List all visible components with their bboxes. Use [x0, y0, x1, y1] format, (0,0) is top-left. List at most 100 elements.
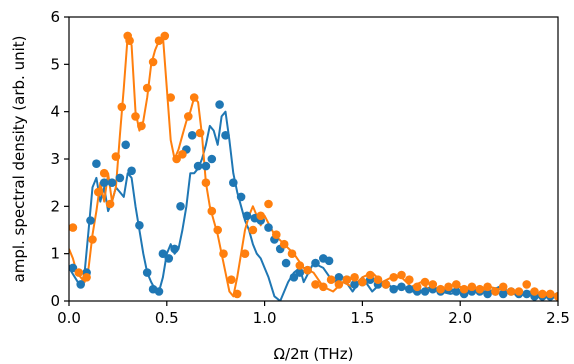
series-2-point — [69, 223, 78, 232]
y-tick-label: 6 — [50, 8, 60, 26]
series-2-point — [342, 275, 352, 285]
series-1-point — [121, 140, 130, 150]
series-2-point — [381, 280, 391, 289]
series-1-point — [154, 287, 164, 296]
series-2-point — [483, 282, 492, 292]
series-1-point — [389, 284, 399, 294]
series-2-point — [189, 93, 199, 102]
series-2-point — [467, 282, 477, 292]
series-1-point — [397, 282, 406, 292]
series-2-point — [74, 268, 84, 277]
y-axis-label: ampl. spectral density (arb. unit) — [10, 36, 28, 283]
series-1-point — [498, 289, 508, 299]
series-2-point — [99, 168, 109, 178]
series-1-point — [115, 173, 125, 183]
series-2-point — [213, 225, 222, 235]
series-1-point — [76, 280, 85, 289]
series-1-point — [107, 178, 117, 187]
series-1-point — [201, 161, 211, 171]
series-1-point — [324, 256, 334, 266]
series-2-point — [166, 93, 175, 102]
series-2-point — [172, 154, 181, 164]
plot-area — [69, 31, 558, 301]
series-2-point — [475, 284, 485, 294]
series-2-point — [248, 225, 258, 235]
series-2-point — [420, 277, 430, 287]
series-1-point — [405, 284, 414, 294]
series-2-point — [522, 280, 531, 289]
series-2-point — [373, 275, 383, 285]
series-2-point — [207, 206, 217, 216]
x-tick-label: 0.5 — [155, 309, 179, 327]
series-1-point — [176, 202, 185, 211]
series-1-point — [86, 216, 95, 225]
series-1-point — [187, 131, 197, 140]
series-2-point — [137, 121, 146, 131]
series-2-line — [69, 34, 558, 298]
series-2-point — [514, 287, 524, 296]
series-2-point — [184, 112, 193, 121]
series-2-point — [160, 31, 170, 41]
x-axis-label: Ω/2π (THz) — [274, 345, 354, 363]
series-1-point — [158, 249, 168, 258]
y-tick-label: 0 — [50, 292, 60, 310]
y-tick-label: 5 — [50, 55, 60, 73]
series-1-point — [350, 280, 359, 289]
series-1-point — [207, 154, 217, 164]
series-2-point — [389, 273, 399, 282]
series-2-point — [178, 150, 187, 159]
series-2-point — [154, 36, 164, 45]
y-tick-label: 2 — [50, 197, 60, 215]
series-2-point — [365, 270, 375, 280]
series-2-point — [326, 275, 336, 285]
series-2-point — [264, 199, 273, 209]
series-2-point — [350, 273, 359, 282]
series-2-point — [506, 287, 516, 296]
x-tick-label: 2.0 — [448, 309, 472, 327]
series-2-point — [82, 273, 91, 282]
series-2-point — [491, 287, 500, 296]
series-1-point — [164, 254, 174, 263]
series-1-point — [420, 287, 430, 296]
series-2-point — [256, 211, 266, 221]
series-2-point — [201, 178, 211, 187]
series-2-point — [459, 284, 469, 294]
series-1-point — [221, 131, 230, 140]
series-1-point — [264, 223, 273, 232]
series-1-point — [334, 273, 344, 282]
series-1-point — [215, 100, 224, 109]
series-1-point — [452, 287, 461, 296]
series-2-point — [142, 83, 152, 93]
y-tick-label: 1 — [50, 245, 60, 263]
x-tick-label: 1.5 — [350, 309, 374, 327]
series-1-point — [142, 268, 152, 277]
series-2-point — [111, 152, 121, 161]
series-2-point — [195, 128, 205, 138]
series-2-point — [428, 280, 438, 289]
series-2-point — [287, 249, 297, 258]
series-2-point — [538, 289, 547, 299]
series-2-point — [232, 289, 242, 299]
series-1-point — [522, 289, 531, 299]
series-2-point — [117, 102, 127, 112]
series-1-point — [236, 192, 246, 202]
series-2-point — [131, 112, 140, 121]
series-2-point — [148, 57, 158, 67]
series-1-point — [289, 273, 299, 282]
series-2-point — [397, 270, 406, 280]
series-2-point — [303, 265, 312, 275]
series-2-point — [105, 199, 115, 209]
series-1-point — [281, 258, 291, 268]
series-1-point — [229, 178, 238, 187]
series-1-point — [92, 159, 101, 168]
series-2-point — [498, 282, 508, 292]
series-2-point — [545, 289, 555, 299]
series-2-point — [88, 235, 97, 244]
series-1-point — [295, 268, 305, 277]
series-1-point — [135, 221, 144, 230]
x-tick-label: 0.0 — [57, 309, 81, 327]
series-2-point — [334, 280, 344, 289]
series-1-point — [170, 244, 179, 254]
axes: 0.0 0.5 1.0 1.5 2.0 2.5 0 1 2 3 4 5 6 — [50, 8, 569, 327]
series-2-point — [436, 284, 445, 294]
